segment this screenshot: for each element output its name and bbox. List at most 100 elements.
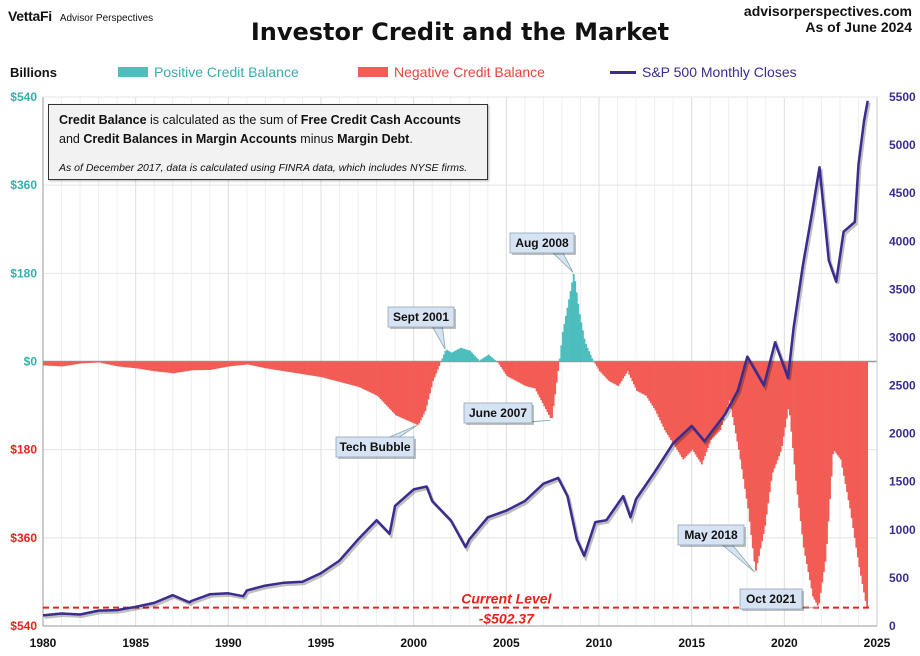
- bar-negative: [642, 361, 645, 395]
- as-of-date: As of June 2024: [805, 19, 912, 35]
- bar-negative: [273, 361, 275, 370]
- bar-positive: [455, 350, 458, 362]
- bar-negative: [751, 361, 754, 549]
- bar-negative: [138, 361, 141, 369]
- bar-negative: [385, 361, 388, 406]
- bar-negative: [271, 361, 274, 370]
- info-text: minus: [296, 132, 338, 146]
- bar-negative: [305, 361, 308, 375]
- bar-negative: [61, 361, 64, 367]
- bar-negative: [725, 361, 728, 411]
- bar-positive: [472, 353, 475, 362]
- bar-negative: [782, 361, 785, 437]
- bar-negative: [195, 361, 198, 371]
- bar-negative: [183, 361, 186, 372]
- bar-negative: [747, 361, 750, 509]
- bar-negative: [232, 361, 235, 366]
- bar-negative: [144, 361, 147, 370]
- bar-negative: [260, 361, 263, 368]
- bar-negative: [816, 361, 819, 606]
- bar-negative: [653, 361, 655, 409]
- bar-positive: [484, 356, 487, 362]
- callout-label: Tech Bubble: [339, 440, 410, 454]
- bar-negative: [371, 361, 374, 394]
- bar-negative: [656, 361, 658, 414]
- bar-negative: [651, 361, 654, 406]
- bar-negative: [243, 361, 246, 365]
- bar-negative: [649, 361, 652, 404]
- bar-negative: [84, 361, 87, 364]
- bar-negative: [225, 361, 228, 367]
- bar-positive: [441, 358, 444, 362]
- bar-negative: [636, 361, 638, 391]
- bar-negative: [433, 361, 436, 378]
- bar-positive: [476, 358, 479, 362]
- bar-positive: [560, 345, 563, 362]
- bar-negative: [727, 361, 730, 406]
- bar-positive: [463, 348, 465, 362]
- bar-negative: [512, 361, 515, 380]
- bar-negative: [515, 361, 518, 382]
- bar-negative: [330, 361, 333, 380]
- bar-negative: [748, 361, 751, 522]
- chart-title: Investor Credit and the Market: [250, 18, 670, 46]
- bar-negative: [754, 361, 757, 571]
- bar-negative: [52, 361, 55, 366]
- bar-negative: [348, 361, 351, 385]
- bar-negative: [214, 361, 217, 369]
- bar-negative: [118, 361, 121, 367]
- bar-negative: [702, 361, 705, 461]
- bar-negative: [599, 361, 601, 372]
- callout-label: Sept 2001: [393, 310, 449, 324]
- bar-negative: [826, 361, 828, 544]
- bar-negative: [619, 361, 621, 384]
- bar-negative: [541, 361, 544, 404]
- bar-negative: [507, 361, 510, 378]
- bar-negative: [813, 361, 816, 600]
- bar-negative: [80, 361, 82, 364]
- bar-negative: [856, 361, 859, 558]
- bar-negative: [174, 361, 177, 374]
- bar-negative: [342, 361, 345, 383]
- info-note: As of December 2017, data is calculated …: [59, 162, 468, 174]
- bar-negative: [839, 361, 842, 460]
- sp500-line-shadow: [44, 102, 871, 619]
- bar-negative: [266, 361, 269, 369]
- bar-negative: [691, 361, 694, 450]
- bar-negative: [290, 361, 292, 373]
- bar-negative: [47, 361, 50, 366]
- bar-negative: [327, 361, 330, 379]
- bar-negative: [66, 361, 69, 366]
- bar-positive: [489, 355, 492, 362]
- bar-negative: [223, 361, 226, 368]
- bar-negative: [554, 361, 557, 395]
- legend-line-sp500: [610, 70, 636, 74]
- bar-negative: [788, 361, 791, 416]
- bar-negative: [69, 361, 72, 366]
- callout: Tech Bubble: [335, 424, 418, 459]
- bar-negative: [72, 361, 75, 365]
- bar-positive: [558, 358, 561, 362]
- right-axis-tick-label: 1000: [889, 523, 916, 537]
- bar-negative: [413, 361, 416, 424]
- legend-sp500: S&P 500 Monthly Closes: [610, 64, 797, 80]
- bar-negative: [517, 361, 519, 382]
- bar-negative: [336, 361, 339, 382]
- bar-negative: [310, 361, 313, 376]
- bar-negative: [229, 361, 232, 367]
- bar-negative: [852, 361, 855, 529]
- bar-negative: [194, 361, 197, 371]
- bar-positive: [486, 355, 489, 362]
- bar-negative: [351, 361, 354, 386]
- bar-negative: [805, 361, 808, 564]
- bar-negative: [55, 361, 58, 367]
- brand-name: VettaFi: [8, 8, 52, 24]
- right-axis-tick-label: 2500: [889, 379, 916, 393]
- bar-negative: [724, 361, 726, 416]
- bar-negative: [141, 361, 144, 370]
- x-axis-tick-label: 2000: [400, 636, 427, 650]
- bar-negative: [742, 361, 745, 480]
- bar-negative: [659, 361, 662, 421]
- bar-negative: [504, 361, 507, 374]
- info-bold: Margin Debt: [337, 132, 410, 146]
